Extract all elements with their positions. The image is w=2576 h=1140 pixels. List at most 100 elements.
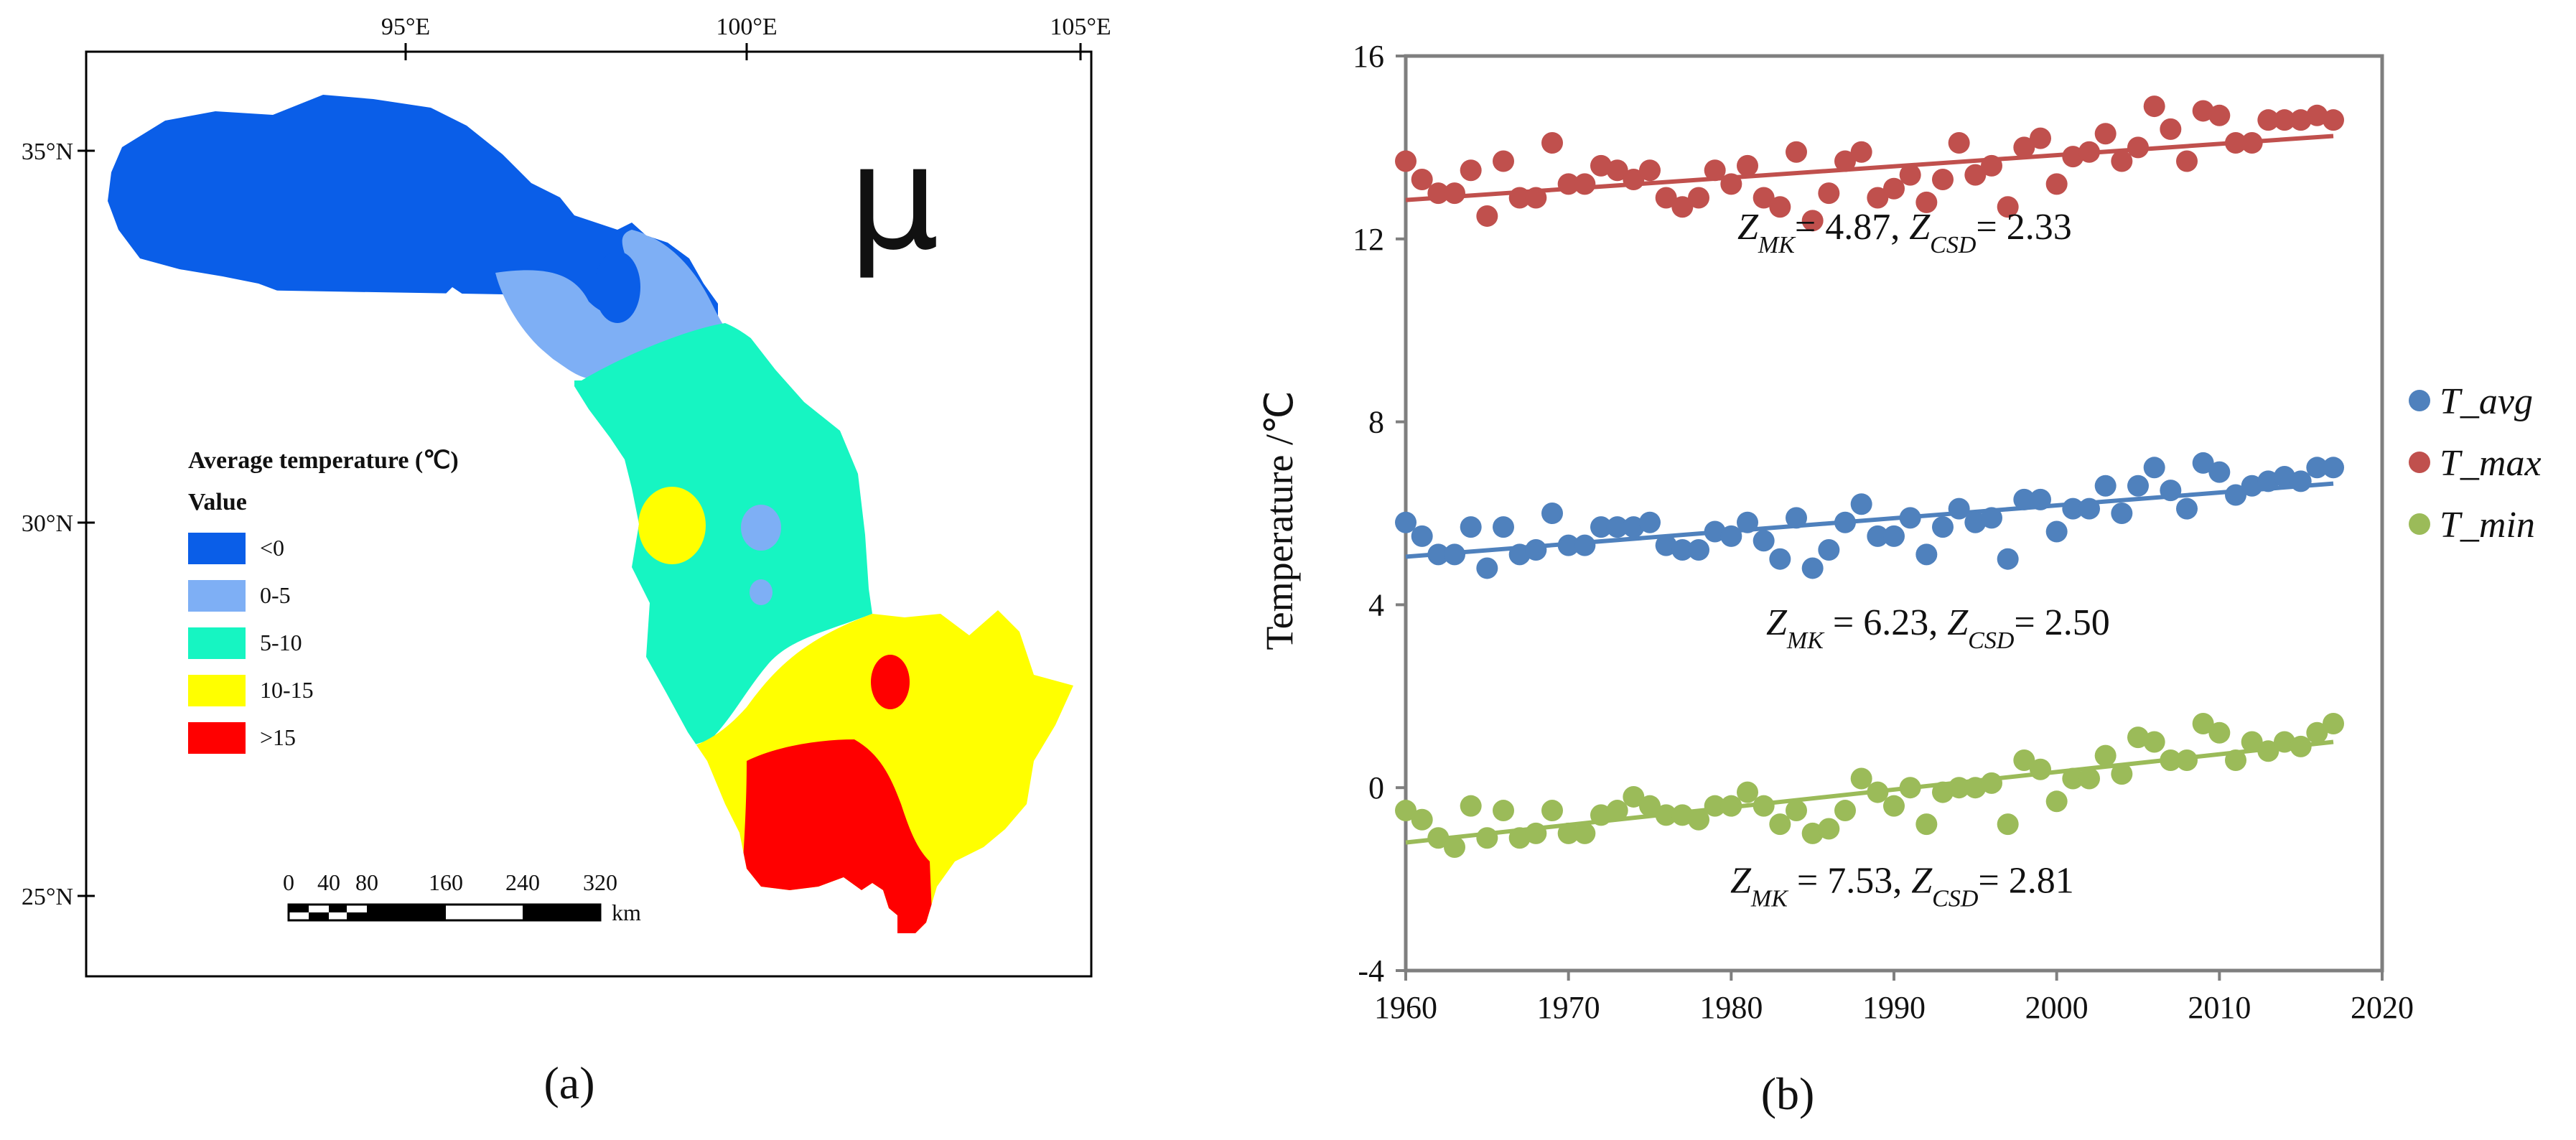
point-T_min <box>1948 777 1970 799</box>
point-T_min <box>1688 808 1709 831</box>
point-T_avg <box>1997 548 2019 570</box>
point-T_max <box>2127 136 2149 159</box>
point-T_max <box>1444 182 1465 205</box>
point-T_max <box>2160 118 2182 140</box>
point-T_min <box>1444 836 1465 859</box>
region-0to5-island <box>741 505 781 551</box>
point-T_avg <box>1737 511 1758 533</box>
point-T_max <box>2176 150 2198 172</box>
legend-label-T_max: T_max <box>2440 443 2542 484</box>
annotation-T_max: ZMK= 4.87, ZCSD= 2.33 <box>1737 207 2072 258</box>
point-T_max <box>2094 123 2117 145</box>
point-T_avg <box>2192 452 2214 474</box>
point-T_avg <box>1704 520 1726 543</box>
legend-label-T_avg: T_avg <box>2440 381 2533 422</box>
point-T_max <box>1574 173 1596 195</box>
point-T_max <box>1737 154 1758 177</box>
point-T_max <box>1493 150 1514 172</box>
point-T_max <box>2274 109 2295 131</box>
point-T_avg <box>1948 497 1970 520</box>
point-T_min <box>2160 749 2182 771</box>
point-T_min <box>1671 804 1694 826</box>
point-T_avg <box>1557 534 1579 556</box>
x-tick-label: 1990 <box>1862 990 1926 1025</box>
region-lt0-lobe <box>594 251 640 323</box>
point-T_avg <box>1671 538 1694 561</box>
point-T_max <box>1720 173 1742 195</box>
point-T_avg <box>1899 507 1921 529</box>
point-T_avg <box>2013 488 2035 510</box>
point-T_avg <box>1590 516 1612 538</box>
point-T_avg <box>1444 543 1465 566</box>
point-T_avg <box>1411 525 1433 547</box>
point-T_min <box>1997 813 2019 836</box>
point-T_avg <box>2045 520 2068 543</box>
annotation-T_avg: ZMK = 6.23, ZCSD= 2.50 <box>1766 602 2110 654</box>
point-T_min <box>1801 822 1824 844</box>
x-tick-label: 1980 <box>1699 990 1763 1025</box>
legend-swatch-1 <box>188 580 246 612</box>
point-T_max <box>1395 150 1417 172</box>
point-T_min <box>2290 735 2312 757</box>
point-T_avg <box>1606 516 1628 538</box>
point-T_avg <box>1801 557 1824 579</box>
point-T_min <box>2274 731 2295 753</box>
point-T_max <box>2241 132 2263 154</box>
series-T_avg: ZMK = 6.23, ZCSD= 2.50 <box>1395 452 2344 653</box>
lat-label-30: 30°N <box>22 510 73 537</box>
legend-marker-T_min <box>2409 513 2430 535</box>
annotation-part: MK <box>1758 231 1796 258</box>
legend-label-main: T <box>2440 443 2463 484</box>
point-T_max <box>1867 187 1889 209</box>
scale-tick-0: 0 <box>283 869 294 895</box>
legend-label-sub: _max <box>2460 443 2542 484</box>
point-T_min <box>1525 822 1547 844</box>
lat-label-25: 25°N <box>22 884 73 910</box>
point-T_min <box>2030 758 2051 780</box>
y-tick-label: 12 <box>1353 222 1384 257</box>
point-T_min <box>2306 721 2328 744</box>
point-T_avg <box>2176 497 2198 520</box>
legend-label-0: <0 <box>260 535 284 561</box>
caption-a: (a) <box>543 1057 594 1108</box>
legend-title: Average temperature (℃) <box>188 447 459 474</box>
point-T_min <box>1737 781 1758 803</box>
point-T_max <box>2143 95 2165 118</box>
point-T_avg <box>1525 538 1547 561</box>
region-10to15-island <box>638 487 706 564</box>
point-T_avg <box>1688 538 1709 561</box>
point-T_max <box>1899 164 1921 186</box>
legend-marker-T_max <box>2409 452 2430 473</box>
annotation-part: CSD <box>1932 885 1979 912</box>
point-T_max <box>1753 187 1775 209</box>
point-T_avg <box>1753 530 1775 552</box>
point-T_avg <box>2274 466 2295 488</box>
point-T_min <box>1395 800 1417 822</box>
point-T_avg <box>2160 480 2182 502</box>
scale-seg <box>329 905 347 912</box>
point-T_min <box>1704 795 1726 817</box>
point-T_min <box>1623 785 1645 808</box>
point-T_max <box>1850 141 1872 163</box>
point-T_max <box>1834 150 1856 172</box>
annotation-part: = 2.50 <box>2014 602 2109 643</box>
point-T_min <box>2241 731 2263 753</box>
legend-marker-T_avg <box>2409 390 2430 411</box>
point-T_avg <box>2306 457 2328 479</box>
point-T_max <box>2111 150 2133 172</box>
point-T_min <box>2111 763 2133 785</box>
point-T_avg <box>2127 475 2149 497</box>
point-T_avg <box>2290 470 2312 492</box>
legend-label-sub: _min <box>2460 505 2535 546</box>
point-T_max <box>1541 132 1563 154</box>
map-legend: Average temperature (℃) Value <0 0-5 5-10 1… <box>188 447 459 754</box>
legend-swatch-0 <box>188 533 246 564</box>
caption-b: (b) <box>1761 1068 1815 1119</box>
legend-label-3: 10-15 <box>260 677 314 703</box>
point-T_min <box>2225 749 2246 771</box>
point-T_min <box>1411 808 1433 831</box>
region-0to5-island-small <box>750 579 773 605</box>
point-T_max <box>1704 159 1726 182</box>
scale-bar-ticks: 0 40 80 160 240 320 <box>283 869 617 895</box>
